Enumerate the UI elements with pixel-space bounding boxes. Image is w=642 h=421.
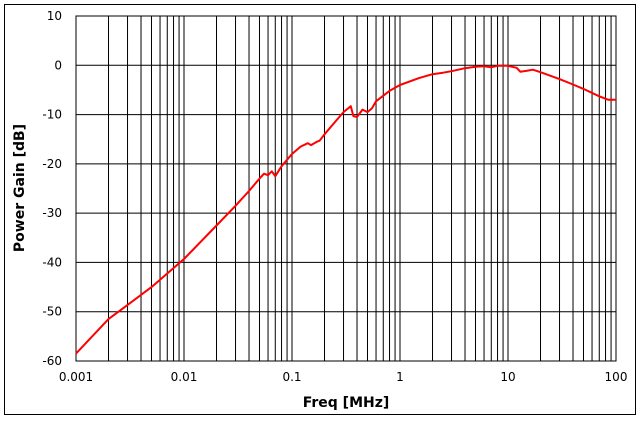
y-tick-label: 0	[54, 58, 62, 72]
x-tick-label: 0.01	[171, 370, 198, 384]
y-axis-label: Power Gain [dB]	[12, 124, 28, 252]
y-tick-label: -40	[42, 255, 62, 269]
x-tick-label: 0.1	[282, 370, 301, 384]
x-tick-label: 100	[605, 370, 628, 384]
series-layer	[75, 64, 616, 355]
x-axis-label: Freq [MHz]	[303, 395, 390, 411]
y-tick-label: -30	[42, 206, 62, 220]
x-tick-label: 10	[500, 370, 515, 384]
x-tick-label: 1	[396, 370, 404, 384]
grid	[75, 15, 617, 362]
y-tick-label: -20	[42, 157, 62, 171]
x-tick-label: 0.001	[59, 370, 93, 384]
chart-frame	[4, 4, 636, 415]
y-tick-label: -60	[42, 354, 62, 368]
plot-area-border	[75, 15, 617, 362]
y-tick-label: -50	[42, 305, 62, 319]
y-tick-label: -10	[42, 108, 62, 122]
y-tick-label: 10	[47, 9, 62, 23]
power-gain-line	[75, 64, 616, 355]
